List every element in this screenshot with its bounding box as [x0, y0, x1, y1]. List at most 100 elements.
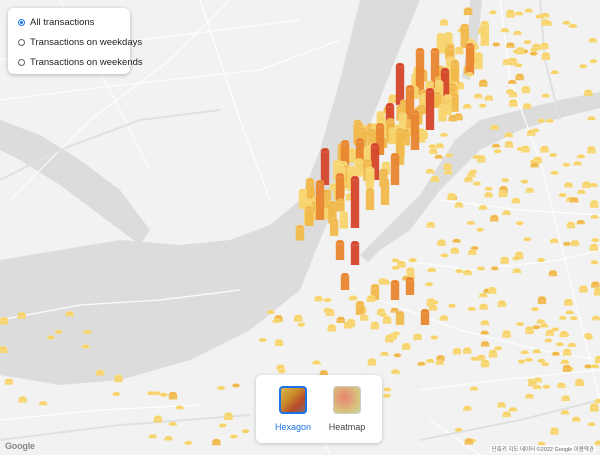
hexagon-column	[343, 321, 353, 329]
hexagon-column	[434, 154, 444, 159]
hexagon-column	[396, 260, 406, 268]
hexagon-column	[567, 342, 577, 348]
hexagon-column	[490, 266, 500, 271]
radio-button-icon[interactable]	[18, 38, 25, 46]
hexagon-column	[168, 391, 178, 400]
hexagon-column	[340, 272, 350, 290]
hexagon-column	[586, 145, 596, 154]
hexagon-column	[493, 345, 503, 351]
hexagon-column	[462, 405, 472, 411]
hexagon-column	[505, 9, 515, 18]
hexagon-column	[576, 154, 586, 159]
radio-button-icon[interactable]	[18, 58, 25, 66]
hexagon-column	[593, 287, 600, 296]
hexagon-column	[81, 344, 91, 349]
hexagon-column	[18, 396, 28, 403]
hexagon-column	[390, 279, 400, 300]
hexagon-column	[489, 214, 499, 222]
hexagon-column	[152, 390, 162, 396]
hexagon-column	[562, 348, 572, 356]
hexagon-column	[562, 241, 572, 247]
hexagon-column	[305, 177, 315, 205]
hexagon-column	[304, 205, 314, 227]
hexagon-layer[interactable]	[0, 7, 600, 446]
hexagon-column	[520, 179, 530, 184]
hexagon-column	[277, 368, 287, 374]
hexagon-column	[443, 169, 453, 175]
hexagon-column	[589, 243, 599, 251]
hexagon-column	[498, 190, 508, 198]
hexagon-column	[366, 295, 376, 302]
hexagon-column	[475, 227, 485, 233]
hexagon-column	[426, 298, 436, 307]
hexagon-column	[530, 162, 540, 168]
radio-button-icon[interactable]	[18, 18, 25, 26]
hexagon-column	[589, 200, 599, 208]
hexagon-column	[561, 395, 571, 402]
hexagon-column	[183, 440, 193, 446]
hexagon-column	[591, 315, 600, 321]
hexagon-column	[561, 162, 571, 168]
hexagon-column	[355, 300, 365, 315]
hexagon-column	[379, 351, 390, 356]
hexagon-column	[335, 239, 345, 260]
hexagon-column	[439, 315, 449, 321]
hexagon-column	[391, 265, 401, 271]
hexagon-column	[390, 152, 400, 185]
hexagon-column	[524, 326, 535, 334]
east-river	[360, 92, 600, 262]
hexagon-column	[452, 238, 462, 244]
hexagon-column	[335, 198, 345, 212]
hexagon-column	[425, 168, 435, 174]
hexagon-column	[594, 355, 600, 364]
hexagon-column	[586, 116, 597, 121]
hexagon-column	[555, 341, 565, 347]
hexagon-column	[548, 152, 558, 158]
hexagon-column	[348, 295, 358, 301]
hexagon-column	[366, 128, 377, 152]
hexagon-column	[463, 7, 473, 16]
map-attribution[interactable]: 단축키 지도 데이터 ©2022 Google 이용약관	[489, 445, 596, 453]
hexagon-column	[408, 257, 418, 263]
hexagon-column	[496, 401, 507, 408]
hexagon-mode-button[interactable]: Hexagon	[272, 386, 314, 432]
radio-weekends[interactable]: Transactions on weekends	[8, 52, 143, 72]
hexagon-column	[511, 197, 521, 204]
visualization-mode-panel: Hexagon Heatmap	[256, 375, 382, 443]
hexagon-column	[480, 20, 490, 46]
hexagon-column	[508, 57, 518, 66]
hexagon-column	[454, 46, 464, 55]
hexagon-column	[478, 103, 488, 108]
radio-all-transactions[interactable]: All transactions	[8, 12, 130, 32]
hexagon-thumbnail-icon	[279, 386, 307, 414]
hexagon-column	[479, 303, 489, 310]
hexagon-column	[545, 118, 555, 124]
hexagon-column	[514, 11, 524, 16]
heatmap-mode-button[interactable]: Heatmap	[326, 386, 368, 432]
hexagon-column	[589, 260, 599, 265]
radio-weekdays[interactable]: Transactions on weekdays	[8, 32, 142, 52]
hexagon-column	[426, 221, 436, 228]
hexagon-column	[229, 434, 239, 439]
hexagon-column	[594, 398, 600, 404]
hexagon-column	[111, 391, 121, 397]
hexagon-column	[148, 434, 158, 439]
hexagon-column	[430, 175, 440, 183]
hexagon-column	[440, 67, 450, 105]
hexagon-column	[502, 411, 512, 418]
hexagon-column	[430, 47, 440, 90]
hexagon-column	[340, 139, 350, 170]
hexagon-column	[504, 132, 514, 138]
hexagon-column	[436, 354, 446, 361]
hexagon-column	[524, 8, 534, 13]
hexagon-column	[424, 282, 434, 287]
hexagon-column	[590, 364, 600, 369]
hexagon-column	[272, 318, 282, 324]
hexagon-column	[398, 112, 408, 130]
hexagon-column	[153, 415, 163, 423]
hexagon-column	[540, 361, 550, 367]
hexagon-column	[266, 309, 276, 315]
hexagon-column	[240, 429, 251, 434]
hexagon-column	[168, 421, 178, 427]
